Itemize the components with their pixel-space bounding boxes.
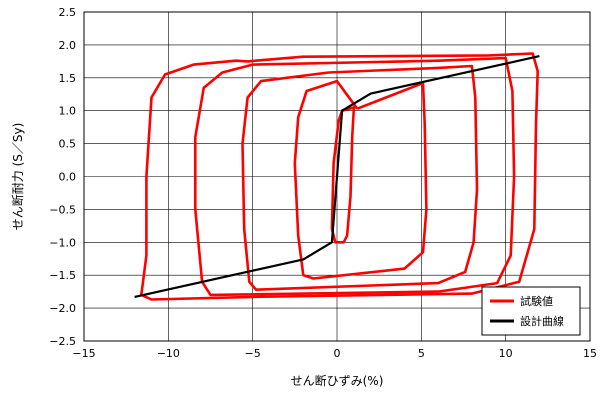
x-tick-label: −15 [72,347,95,360]
x-tick-label: 15 [583,347,597,360]
legend: 試験値 設計曲線 [481,286,581,336]
legend-box [481,286,581,336]
design-curve [134,55,540,298]
x-axis-label: せん断ひずみ(%) [291,373,384,388]
x-tick-label: −10 [157,347,180,360]
test-loop-2 [293,79,428,280]
y-tick-label: −2.0 [49,302,76,315]
y-tick-label: −2.5 [49,335,76,348]
legend-label-design: 設計曲線 [520,314,564,328]
x-tick-label: 5 [418,347,425,360]
test-loop-3 [241,64,479,291]
y-tick-label: 0.5 [59,138,77,151]
y-tick-label: 0.0 [59,171,77,184]
y-tick-label: −0.5 [49,203,76,216]
x-tick-label: 10 [499,347,513,360]
y-tick-label: 2.0 [59,39,77,52]
test-loop-5 [140,52,539,301]
y-tick-label: 1.0 [59,105,77,118]
y-tick-label: 2.5 [59,6,77,19]
y-tick-label: −1.0 [49,236,76,249]
x-tick-label: 0 [334,347,341,360]
y-tick-label: −1.5 [49,269,76,282]
y-tick-labels: 2.5 2.0 1.5 1.0 0.5 0.0 −0.5 −1.0 −1.5 −2.0 −2.5 [49,6,76,348]
plot-frame [83,11,591,342]
x-tick-labels: −15 −10 −5 0 5 10 15 [72,347,597,360]
test-loop-1 [330,106,356,244]
y-tick-label: 1.5 [59,72,77,85]
series-layer [134,52,540,301]
legend-label-test: 試験値 [520,294,553,308]
x-tick-label: −5 [245,347,261,360]
test-loop-4 [194,56,516,297]
y-axis-label: せん断耐力 (S／Sy) [10,123,25,231]
